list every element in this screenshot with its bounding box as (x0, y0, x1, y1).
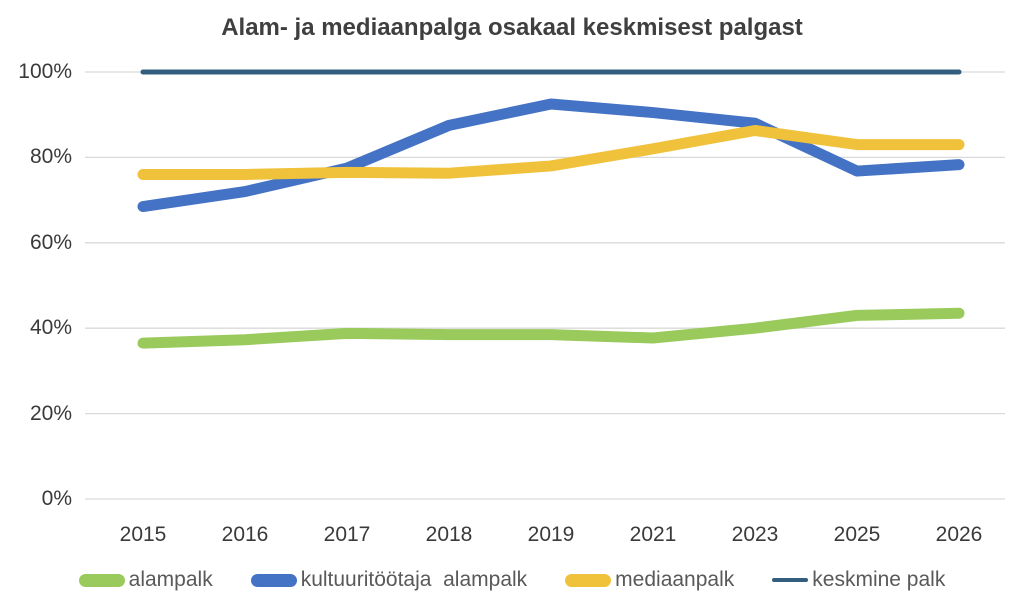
series-line-mediaanpalk (137, 124, 965, 180)
series-line-alampalk (137, 307, 965, 349)
chart-title: Alam- ja mediaanpalga osakaal keskmisest… (221, 14, 803, 41)
x-axis-tick-label: 2021 (629, 523, 677, 546)
y-axis-tick-label: 100% (18, 60, 72, 83)
x-axis-tick-label: 2019 (527, 523, 575, 546)
x-axis-tick-label: 2026 (935, 523, 983, 546)
y-axis-tick-label: 40% (29, 316, 72, 340)
legend-item-alampalk: alampalk (78, 568, 213, 592)
legend-item-kultuuritöötaja-alampalk: kultuuritöötaja alampalk (250, 568, 528, 592)
y-axis-tick-label: 80% (29, 145, 72, 169)
x-axis-tick-label: 2018 (425, 523, 473, 546)
y-axis-tick-label: 20% (29, 401, 72, 425)
legend-item-keskmine-palk: keskmine palk (772, 568, 945, 592)
legend-swatch-icon (78, 573, 125, 587)
legend-item-mediaanpalk: mediaanpalk (565, 568, 734, 592)
x-axis-tick-label: 2016 (221, 523, 269, 546)
x-axis-tick-label: 2023 (731, 523, 779, 546)
legend-label: alampalk (128, 568, 213, 591)
series-line-kultuuritöötaja-alampalk (137, 98, 965, 213)
y-axis-tick-label: 0% (41, 487, 72, 510)
y-axis-tick-label: 60% (29, 230, 72, 254)
legend-swatch-icon (250, 573, 297, 587)
legend-swatch-icon (565, 573, 612, 587)
legend-label: keskmine palk (812, 568, 946, 591)
x-axis-tick-label: 2025 (833, 523, 881, 546)
legend-label: kultuuritöötaja alampalk (300, 568, 528, 591)
x-axis-tick-label: 2017 (323, 523, 371, 546)
legend-label: mediaanpalk (615, 568, 735, 591)
x-axis-tick-label: 2015 (119, 523, 167, 546)
legend-swatch-icon (772, 578, 809, 582)
chart-legend: alampalk kultuuritöötaja alampalk mediaanp… (0, 568, 1024, 592)
